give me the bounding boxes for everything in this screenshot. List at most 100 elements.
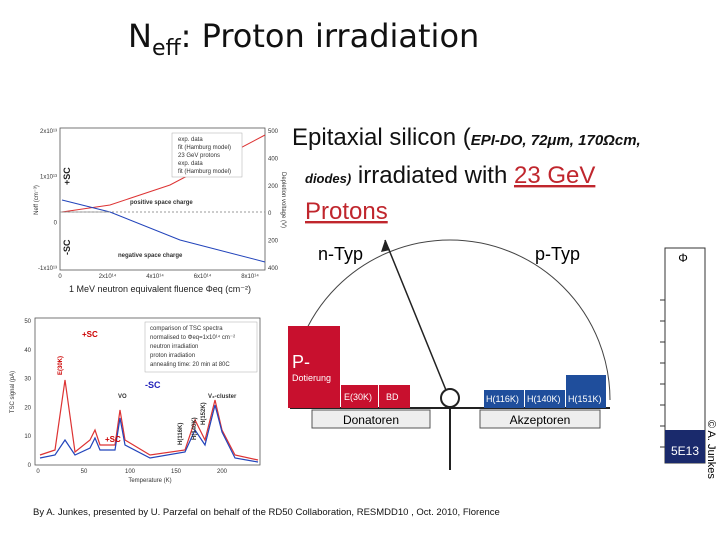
pointer-head bbox=[381, 240, 390, 252]
donor-block bbox=[379, 385, 410, 408]
block-label: H(151K) bbox=[568, 394, 602, 404]
pointer bbox=[384, 239, 451, 401]
legend-entry: exp. data bbox=[178, 137, 203, 143]
y-axis-label: TSC signal (pA) bbox=[10, 371, 16, 413]
x-tick-label: 6x10¹⁴ bbox=[194, 273, 212, 280]
x-tick-label: 0 bbox=[36, 469, 40, 475]
x-tick-label: 4x10¹⁴ bbox=[146, 273, 164, 280]
acceptor-block bbox=[566, 375, 606, 408]
box-label: Donatoren bbox=[343, 413, 399, 427]
legend-entry: fit (Hamburg model) bbox=[178, 145, 231, 151]
description-middle: irradiated with bbox=[351, 162, 514, 189]
y2-tick-label: 400 bbox=[268, 266, 279, 272]
peak-label: H(116K) bbox=[178, 423, 184, 445]
y-tick-label: 2x10¹³ bbox=[40, 129, 57, 135]
y-tick-label: 0 bbox=[54, 220, 58, 226]
legend-entry: fit (Hamburg model) bbox=[178, 169, 231, 175]
y-tick-label: -1x10¹³ bbox=[38, 266, 57, 272]
type-label: n-Typ bbox=[318, 244, 363, 264]
x-tick-label: 0 bbox=[58, 274, 62, 280]
legend-box bbox=[171, 132, 243, 178]
peak-label: -SC bbox=[145, 380, 161, 390]
block-label: E(30K) bbox=[344, 392, 372, 402]
y2-tick-label: 200 bbox=[268, 184, 279, 190]
x-tick-label: 8x10¹⁴ bbox=[241, 273, 259, 280]
legend-entry: 23 GeV protons bbox=[178, 153, 220, 159]
y2-axis-label: Depletion voltage (V) bbox=[280, 172, 286, 228]
y2-tick-label: 200 bbox=[268, 239, 279, 245]
region-label: negative space charge bbox=[118, 253, 183, 259]
sc-label: -SC bbox=[62, 239, 72, 255]
x-axis-label: 1 MeV neutron equivalent fluence Φeq (cm… bbox=[69, 284, 251, 294]
description-line: diodes) irradiated with 23 GeV bbox=[305, 162, 595, 189]
legend-entry: comparison of TSC spectra bbox=[150, 326, 223, 332]
box-label: Akzeptoren bbox=[510, 413, 571, 427]
description-diodes: diodes) bbox=[305, 171, 351, 186]
peak-label: H(152K) bbox=[201, 402, 207, 425]
y-tick-label: 1x10¹³ bbox=[40, 175, 57, 181]
legend-entry: annealing time: 20 min at 80C bbox=[150, 362, 230, 368]
donor-block bbox=[288, 326, 340, 408]
description-link[interactable]: 23 GeV bbox=[514, 162, 595, 189]
spectrum-curve bbox=[39, 404, 259, 463]
block-label: P- bbox=[292, 352, 310, 372]
legend-box bbox=[144, 321, 258, 373]
y-axis-label: Neff (cm⁻³) bbox=[34, 185, 40, 215]
block-label: H(140K) bbox=[527, 394, 561, 404]
x-axis-label: Temperature (K) bbox=[128, 478, 171, 484]
legend-entry: neutron irradiation bbox=[150, 344, 198, 350]
y-tick-label: 30 bbox=[24, 377, 31, 383]
y2-tick-label: 0 bbox=[268, 211, 272, 217]
peak-label: VO bbox=[118, 394, 127, 400]
bar-value: 5E13 bbox=[671, 444, 699, 458]
title-main: N bbox=[128, 17, 152, 55]
pivot bbox=[440, 388, 460, 408]
y2-tick-label: 400 bbox=[268, 156, 279, 162]
plot-frame bbox=[59, 127, 266, 271]
region-label: positive space charge bbox=[130, 200, 193, 206]
y2-tick-label: 500 bbox=[268, 129, 279, 135]
title-rest: : Proton irradiation bbox=[181, 17, 480, 55]
block-label: BD bbox=[386, 392, 399, 402]
acceptor-block bbox=[525, 390, 565, 408]
fluence-bar bbox=[664, 247, 706, 464]
type-label: p-Typ bbox=[535, 244, 580, 264]
spectrum-curve bbox=[39, 379, 259, 461]
slide-title: Neff: Proton irradiation bbox=[128, 17, 479, 61]
fit-curve bbox=[61, 199, 266, 263]
fluence-fill bbox=[665, 430, 705, 463]
x-tick-label: 50 bbox=[81, 469, 88, 475]
peak-label: H(140K) bbox=[192, 417, 198, 440]
label-box bbox=[311, 409, 431, 429]
title-sub: eff bbox=[152, 36, 182, 61]
legend-entry: normalised to Φeq=1x10¹⁴ cm⁻² bbox=[150, 334, 235, 341]
plot-frame bbox=[34, 317, 261, 466]
block-label: H(116K) bbox=[486, 394, 519, 404]
footer: By A. Junkes, presented by U. Parzefal o… bbox=[33, 507, 500, 518]
peak-label: +SC bbox=[82, 330, 98, 339]
x-tick-label: 150 bbox=[171, 469, 182, 475]
y-tick-label: 20 bbox=[24, 405, 31, 411]
x-tick-label: 100 bbox=[125, 469, 136, 475]
balance-diagram: n-Typ p-Typ P-Dotierung E(30K) BD H(116K) H(14… bbox=[288, 239, 717, 479]
label-box bbox=[479, 409, 601, 429]
y-tick-label: 40 bbox=[24, 348, 31, 354]
x-tick-label: 200 bbox=[217, 469, 228, 475]
legend-entry: proton irradiation bbox=[150, 353, 195, 359]
donor-block bbox=[341, 385, 378, 408]
x-tick-label: 2x10¹⁴ bbox=[99, 273, 117, 280]
peak-label: +SC bbox=[105, 435, 121, 444]
y-tick-label: 50 bbox=[24, 319, 31, 325]
copyright: © A. Junkes bbox=[705, 420, 717, 479]
legend-entry: exp. data bbox=[178, 161, 203, 167]
peak-label: E(30K) bbox=[58, 356, 64, 375]
bar-label: Φ bbox=[678, 251, 688, 265]
description-line: Epitaxial silicon (EPI-DO, 72μm, 170Ωcm, bbox=[292, 124, 641, 151]
description-link[interactable]: Protons bbox=[305, 198, 388, 225]
acceptor-block bbox=[484, 390, 524, 408]
peak-label: V₂-cluster bbox=[208, 394, 237, 400]
description-detail: EPI-DO, 72μm, 170Ωcm, bbox=[471, 132, 641, 149]
